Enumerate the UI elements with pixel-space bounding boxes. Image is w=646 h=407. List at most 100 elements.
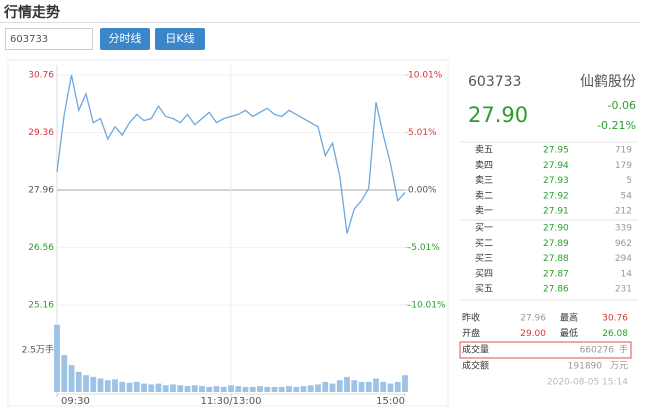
volume-bar <box>220 386 227 392</box>
book-label: 卖一 <box>475 206 493 217</box>
daily-k-button[interactable]: 日K线 <box>155 28 205 50</box>
book-label: 卖四 <box>475 160 493 171</box>
volume-bar <box>249 386 256 392</box>
volume-bar <box>90 376 97 392</box>
x-tick-label: 09:30 <box>61 396 90 407</box>
volume-bar <box>206 386 213 392</box>
book-label: 买四 <box>475 268 493 279</box>
volume-bar <box>387 383 394 392</box>
y2-tick-label: -10.01% <box>408 301 446 311</box>
book-price: 27.91 <box>543 207 569 217</box>
book-label: 卖三 <box>475 175 493 186</box>
search-input[interactable]: 603733 <box>5 28 93 50</box>
book-volume: 5 <box>626 176 632 186</box>
book-volume: 719 <box>615 146 632 156</box>
divider <box>0 22 640 23</box>
volume-bar <box>104 380 111 392</box>
volume-bar <box>112 379 118 392</box>
volume-bar <box>191 385 198 392</box>
volume-bar <box>54 324 60 392</box>
book-volume: 14 <box>621 269 633 279</box>
book-volume: 294 <box>615 254 632 264</box>
book-label: 买五 <box>475 284 493 295</box>
volume-bar <box>402 375 408 392</box>
minute-button[interactable]: 分时线 <box>100 28 150 50</box>
book-price: 27.92 <box>543 191 569 201</box>
time: 2020-08-05 15:14 <box>547 378 628 388</box>
volume-bar <box>184 386 191 392</box>
page-title: 行情走势 <box>4 5 60 21</box>
stat-value: 26.08 <box>602 329 628 339</box>
volume-bar <box>83 375 89 392</box>
volume-bar <box>199 386 205 392</box>
change: -0.06 <box>608 99 636 112</box>
volume-bar <box>358 381 365 392</box>
book-volume: 231 <box>615 285 632 295</box>
book-label: 买三 <box>475 253 493 264</box>
volume-bar <box>97 378 104 392</box>
volume-bar <box>271 386 278 392</box>
stat-label: 最高 <box>560 312 578 324</box>
amount-value: 191890 <box>568 362 603 372</box>
y-tick-label: 2.5万手 <box>22 343 54 355</box>
volume-bar <box>68 365 75 392</box>
stat-value: 29.00 <box>520 329 546 339</box>
volume-bar <box>329 383 336 392</box>
volume-label: 成交量 <box>462 344 489 356</box>
y-tick-label: 26.56 <box>28 243 54 253</box>
volume-bar <box>162 385 169 392</box>
amount-label: 成交额 <box>462 360 489 372</box>
last-price: 27.90 <box>468 103 528 127</box>
volume-bar <box>315 384 321 392</box>
y2-tick-label: 5.01% <box>408 128 437 138</box>
volume-bar <box>133 381 140 392</box>
book-price: 27.95 <box>543 146 569 156</box>
volume-bar <box>394 381 401 392</box>
volume-bar <box>380 381 387 392</box>
chart-frame <box>7 59 449 407</box>
volume-bar <box>264 386 271 392</box>
stock-code: 603733 <box>468 74 521 90</box>
stat-label: 最低 <box>560 327 578 339</box>
volume-bar <box>293 386 300 392</box>
volume-bar <box>213 386 220 392</box>
volume-unit: 手 <box>619 344 628 356</box>
volume-value: 660276 <box>580 346 615 356</box>
stat-label: 昨收 <box>462 312 480 324</box>
amount-unit: 万元 <box>610 362 628 372</box>
book-label: 卖二 <box>475 190 493 201</box>
book-label: 卖五 <box>475 145 493 156</box>
volume-bar <box>322 381 329 392</box>
volume-bar <box>148 384 155 392</box>
volume-bar <box>75 371 82 392</box>
book-volume: 179 <box>615 161 632 171</box>
stat-label: 开盘 <box>462 327 480 339</box>
volume-bar <box>307 385 314 392</box>
volume-bar <box>278 386 285 392</box>
highlight-box <box>459 341 632 359</box>
x-tick-label: 11:30/13:00 <box>200 396 261 407</box>
book-price: 27.93 <box>543 176 569 186</box>
volume-bar <box>365 381 372 392</box>
book-price: 27.90 <box>543 224 569 234</box>
price-line <box>56 74 406 234</box>
stat-value: 27.96 <box>520 314 546 324</box>
book-volume: 54 <box>621 191 633 201</box>
book-volume: 212 <box>615 207 632 217</box>
volume-bar <box>155 383 162 392</box>
book-label: 买一 <box>475 223 493 234</box>
volume-bar <box>61 355 68 392</box>
y2-tick-label: 10.01% <box>408 71 443 81</box>
book-price: 27.87 <box>543 269 569 279</box>
volume-bar <box>300 386 307 392</box>
volume-bar <box>242 386 249 392</box>
volume-bar <box>177 385 184 392</box>
volume-bar <box>141 383 147 392</box>
book-label: 买二 <box>475 238 493 249</box>
stat-value: 30.76 <box>602 314 628 324</box>
volume-bar <box>351 380 358 392</box>
x-tick-label: 15:00 <box>376 396 405 407</box>
y-tick-label: 25.16 <box>28 301 54 311</box>
y2-tick-label: 0.00% <box>408 186 437 196</box>
